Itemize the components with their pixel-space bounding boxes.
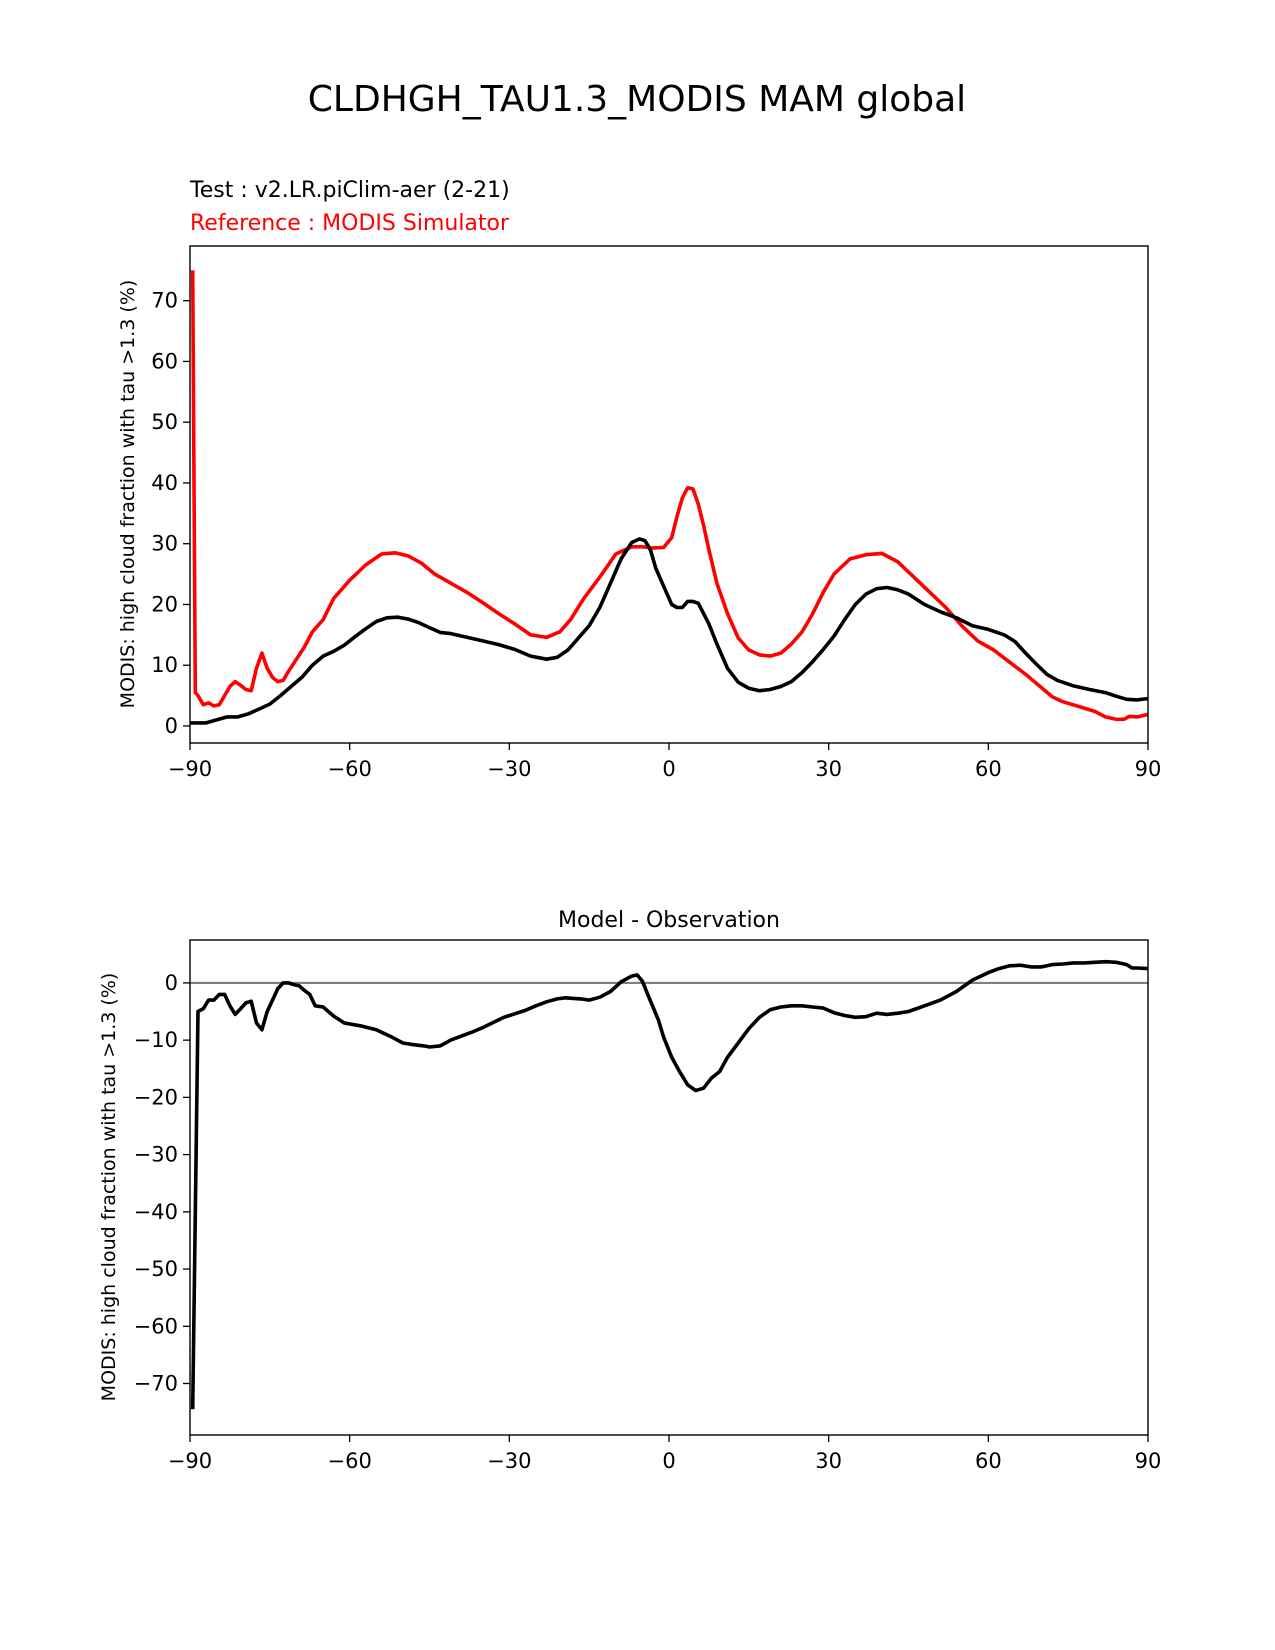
y-tick-label: −30: [134, 1143, 178, 1167]
test-series-line: [190, 537, 1149, 725]
x-tick-label: −90: [168, 757, 212, 781]
figure-title: CLDHGH_TAU1.3_MODIS MAM global: [308, 79, 966, 120]
x-tick-label: 0: [662, 1449, 675, 1473]
test-label: Test : v2.LR.piClim-aer (2-21): [189, 178, 510, 203]
x-tick-label: 90: [1135, 757, 1162, 781]
y-tick-label: −20: [134, 1085, 178, 1109]
x-tick-label: 30: [815, 1449, 842, 1473]
x-tick-label: 60: [975, 1449, 1002, 1473]
bottom-x-axis: −90 −60 −30 0 30 60 90: [168, 1435, 1162, 1473]
y-tick-label: −50: [134, 1257, 178, 1281]
panel-bottom: Model - Observation −90 −60 −30 0 30 60 90 0 −1…: [98, 908, 1161, 1473]
y-tick-label: 50: [151, 410, 178, 434]
x-tick-label: −30: [487, 1449, 531, 1473]
x-tick-label: 30: [815, 757, 842, 781]
y-tick-label: 0: [165, 714, 178, 738]
top-lines: [190, 270, 1149, 725]
bottom-y-axis-label: MODIS: high cloud fraction with tau >1.3…: [98, 973, 120, 1402]
top-y-axis: 0 10 20 30 40 50 60 70: [151, 289, 190, 738]
panel-top: Test : v2.LR.piClim-aer (2-21) Reference…: [117, 178, 1161, 781]
y-tick-label: −40: [134, 1200, 178, 1224]
reference-series-line: [190, 270, 1149, 722]
y-tick-label: −60: [134, 1314, 178, 1338]
bottom-y-axis: 0 −10 −20 −30 −40 −50 −60 −70: [134, 971, 190, 1395]
reference-label: Reference : MODIS Simulator: [190, 211, 510, 236]
x-tick-label: −90: [168, 1449, 212, 1473]
y-tick-label: 20: [151, 592, 178, 616]
top-axes-frame: [189, 245, 1149, 744]
y-tick-label: 0: [165, 971, 178, 995]
bottom-panel-title: Model - Observation: [558, 908, 780, 933]
y-tick-label: 10: [151, 653, 178, 677]
x-tick-label: −60: [328, 1449, 372, 1473]
x-tick-label: −60: [328, 757, 372, 781]
y-tick-label: 70: [151, 289, 178, 313]
top-y-axis-label: MODIS: high cloud fraction with tau >1.3…: [117, 280, 139, 709]
x-tick-label: 60: [975, 757, 1002, 781]
bottom-lines: [190, 959, 1149, 1410]
y-tick-label: −70: [134, 1371, 178, 1395]
top-x-axis: −90 −60 −30 0 30 60 90: [168, 743, 1162, 781]
y-tick-label: −10: [134, 1028, 178, 1052]
x-tick-label: 90: [1135, 1449, 1162, 1473]
x-tick-label: −30: [487, 757, 531, 781]
y-tick-label: 30: [151, 532, 178, 556]
x-tick-label: 0: [662, 757, 675, 781]
difference-series-line: [190, 959, 1149, 1410]
y-tick-label: 60: [151, 349, 178, 373]
y-tick-label: 40: [151, 471, 178, 495]
